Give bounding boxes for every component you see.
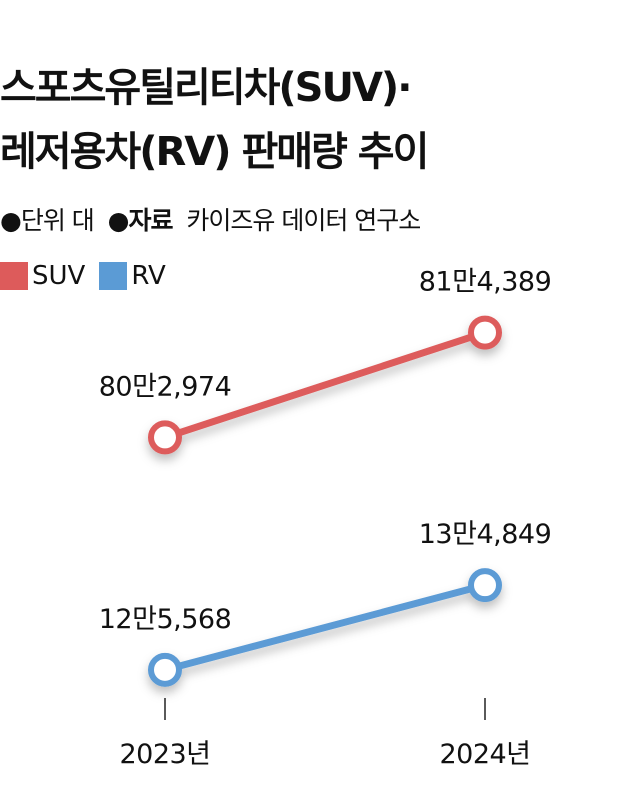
legend-item-rv: RV xyxy=(99,258,166,294)
legend-item-suv: SUV xyxy=(0,258,85,294)
data-label-suv-1: 81만4,389 xyxy=(419,267,552,298)
source-label: ●자료 xyxy=(107,206,174,235)
series-line-rv xyxy=(161,581,489,674)
legend-label-suv: SUV xyxy=(32,261,86,291)
data-label-rv-1: 13만4,849 xyxy=(419,519,552,550)
title-line-2: 레저용차(RV) 판매량 추이 xyxy=(0,129,429,175)
series-line-suv xyxy=(161,329,489,441)
chart-meta: ●단위 대 ●자료 카이즈유 데이터 연구소 xyxy=(0,203,421,239)
data-point-rv-1 xyxy=(468,568,502,603)
legend-label-rv: RV xyxy=(131,261,166,291)
source-value: 카이즈유 데이터 연구소 xyxy=(186,206,421,235)
data-label-suv-0: 80만2,974 xyxy=(99,371,232,402)
data-point-rv-0 xyxy=(148,652,182,687)
unit-label: ●단위 대 xyxy=(0,206,95,235)
x-tick-label-1: 2024년 xyxy=(439,739,530,770)
legend-swatch-rv xyxy=(99,262,128,290)
legend: SUV RV xyxy=(0,258,180,294)
title-line-1: 스포츠유틸리티차(SUV)· xyxy=(0,65,412,111)
series-rv xyxy=(148,568,502,687)
data-point-suv-0 xyxy=(148,420,182,455)
x-tick-label-0: 2023년 xyxy=(119,739,210,770)
chart-title: 스포츠유틸리티차(SUV)· 레저용차(RV) 판매량 추이 xyxy=(0,56,429,184)
data-point-suv-1 xyxy=(468,315,502,350)
legend-swatch-suv xyxy=(0,262,28,290)
data-label-rv-0: 12만5,568 xyxy=(99,604,232,635)
series-suv xyxy=(148,315,502,455)
